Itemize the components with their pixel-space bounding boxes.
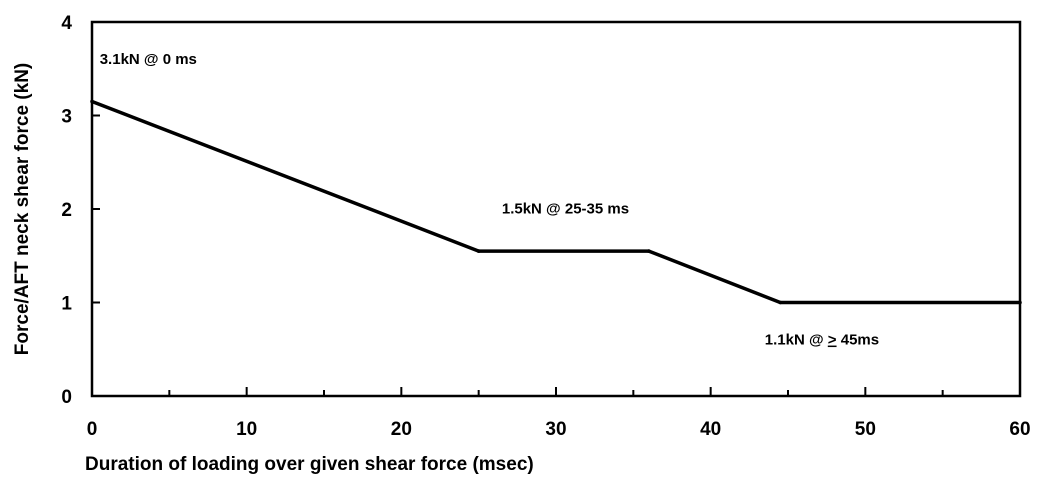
x-tick-label: 20	[391, 419, 412, 440]
annotation-label: 3.1kN @ 0 ms	[100, 51, 197, 68]
annotation-text-suffix: 45ms	[837, 332, 880, 349]
annotation-text-underlined: >	[828, 332, 837, 349]
series-point	[476, 249, 481, 253]
plot-area	[90, 20, 1022, 398]
y-tick-label: 0	[61, 387, 72, 408]
series-point	[1018, 300, 1022, 305]
annotation-label: 1.1kN @ > 45ms	[765, 332, 879, 349]
annotation-text: 3.1kN @ 0 ms	[100, 51, 197, 68]
x-tick-label: 50	[855, 419, 876, 440]
x-tick-label: 0	[87, 419, 98, 440]
annotation-text: 1.5kN @ 25-35 ms	[502, 201, 629, 218]
y-tick-label: 1	[61, 294, 72, 315]
x-tick-label: 40	[700, 419, 721, 440]
x-tick-label: 10	[236, 419, 257, 440]
y-tick-label: 4	[61, 13, 72, 34]
series-point	[778, 300, 783, 305]
y-axis-ticks: 0 1 2 3 4	[61, 13, 100, 408]
annotation-label: 1.5kN @ 25-35 ms	[502, 201, 629, 218]
x-tick-label: 60	[1009, 419, 1030, 440]
series-point	[647, 249, 651, 253]
x-tick-label: 30	[545, 419, 566, 440]
y-tick-label: 2	[61, 200, 72, 221]
series-point	[90, 99, 94, 104]
x-axis-ticks: 0 10 20 30 40 50 60	[87, 387, 1031, 440]
y-axis-title: Force/AFT neck shear force (kN)	[12, 63, 33, 355]
series-group	[90, 99, 1022, 305]
annotations-group: 3.1kN @ 0 ms 1.5kN @ 25-35 ms 1.1kN @ > 45…	[100, 51, 879, 349]
annotation-text: 1.1kN @	[765, 332, 828, 349]
y-tick-label: 3	[61, 107, 72, 128]
x-axis-title: Duration of loading over given shear for…	[85, 454, 534, 475]
